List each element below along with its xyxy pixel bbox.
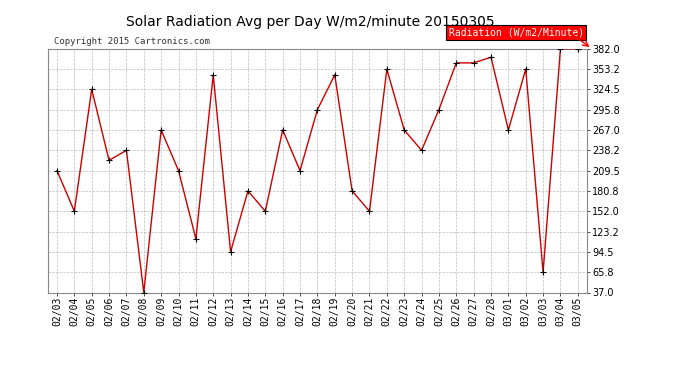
Text: Solar Radiation Avg per Day W/m2/minute 20150305: Solar Radiation Avg per Day W/m2/minute …: [126, 15, 495, 29]
Text: Copyright 2015 Cartronics.com: Copyright 2015 Cartronics.com: [54, 38, 210, 46]
Text: Radiation (W/m2/Minute): Radiation (W/m2/Minute): [448, 28, 584, 38]
